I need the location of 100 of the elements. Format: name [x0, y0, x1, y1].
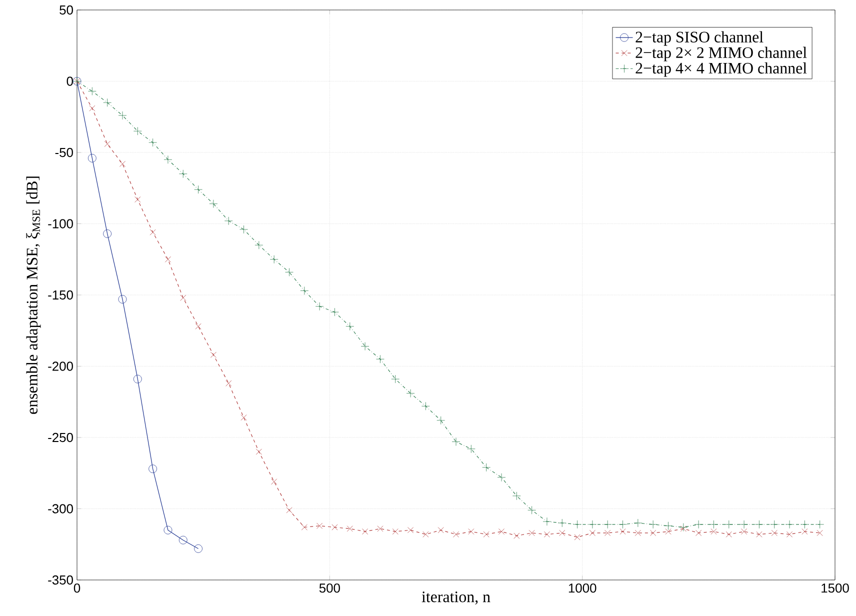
point [603, 520, 612, 529]
x-tick-label: 0 [74, 584, 80, 593]
point [148, 138, 157, 147]
point [286, 507, 292, 514]
point [392, 528, 398, 535]
point [650, 530, 656, 536]
point [573, 520, 582, 529]
point [422, 531, 429, 538]
point [103, 98, 112, 107]
point [770, 520, 779, 529]
point [360, 342, 370, 350]
point [696, 530, 702, 536]
point [210, 352, 216, 358]
point [346, 526, 353, 532]
point [103, 230, 112, 238]
point [558, 518, 566, 528]
y-tick-label: 50 [60, 5, 73, 15]
point [271, 478, 278, 485]
legend-label: 2−tap 2× 2 MIMO channel [636, 46, 807, 62]
point [89, 105, 96, 112]
point [133, 126, 142, 136]
point [104, 140, 110, 147]
point [178, 170, 188, 178]
point [680, 526, 686, 532]
y-tick-label: -250 [48, 432, 73, 442]
point [362, 528, 368, 535]
point [466, 444, 476, 454]
point [710, 528, 717, 535]
point [301, 524, 308, 530]
point [497, 473, 506, 482]
point [118, 111, 127, 120]
point [180, 294, 186, 301]
point [119, 160, 126, 167]
point [376, 354, 384, 364]
point [256, 448, 262, 455]
point [816, 520, 824, 529]
point [346, 322, 354, 331]
y-tick-label: -50 [55, 148, 73, 158]
point [544, 531, 550, 538]
point [88, 87, 96, 96]
point [604, 530, 611, 536]
point [330, 308, 339, 316]
point [240, 225, 248, 234]
point [377, 526, 384, 532]
point [665, 528, 672, 535]
y-tick-label: -200 [48, 362, 73, 371]
point [726, 531, 732, 538]
point [315, 302, 324, 311]
point [679, 523, 688, 532]
point [542, 517, 552, 526]
legend-label: 2−tap 4× 4 MIMO channel [636, 62, 807, 77]
y-tick-label: -100 [48, 219, 73, 228]
point [422, 402, 430, 410]
point [270, 255, 278, 264]
y-tick-label: -150 [48, 290, 73, 300]
point [771, 530, 778, 536]
point [740, 520, 748, 529]
point [254, 240, 264, 250]
point [332, 524, 338, 530]
point [164, 256, 171, 262]
point [634, 530, 641, 536]
point [164, 526, 172, 534]
point [724, 520, 734, 529]
point [195, 323, 202, 330]
point [634, 518, 642, 528]
point [209, 200, 218, 208]
x-tick-label: 1500 [822, 584, 849, 593]
point [800, 520, 809, 529]
point [589, 530, 596, 536]
point [118, 295, 127, 304]
point [786, 531, 793, 538]
y-tick-label: -350 [48, 575, 73, 585]
point [194, 185, 202, 194]
point [285, 268, 294, 276]
point [528, 506, 536, 514]
y-tick-label: -300 [48, 504, 73, 514]
point [664, 522, 672, 530]
y-tick-label: 0 [66, 76, 73, 86]
point [514, 532, 520, 539]
point [406, 389, 415, 398]
point [226, 380, 232, 386]
point [755, 520, 764, 529]
point [224, 216, 233, 226]
point [559, 530, 566, 536]
x-tick-label: 500 [319, 584, 340, 593]
point [300, 286, 309, 295]
point [133, 374, 142, 384]
point [436, 416, 446, 425]
point [512, 492, 521, 500]
point [816, 530, 823, 536]
point [618, 520, 627, 529]
y-axis-title: ensemble adaptation MSE, ξ$_{MSE}$ [dB] [26, 176, 41, 414]
point [194, 544, 202, 553]
point [648, 520, 658, 529]
point [756, 531, 762, 538]
legend-label: 2−tap SISO channel [636, 31, 764, 46]
point [468, 528, 474, 535]
point [710, 520, 718, 529]
point [802, 528, 808, 535]
point [408, 527, 414, 534]
